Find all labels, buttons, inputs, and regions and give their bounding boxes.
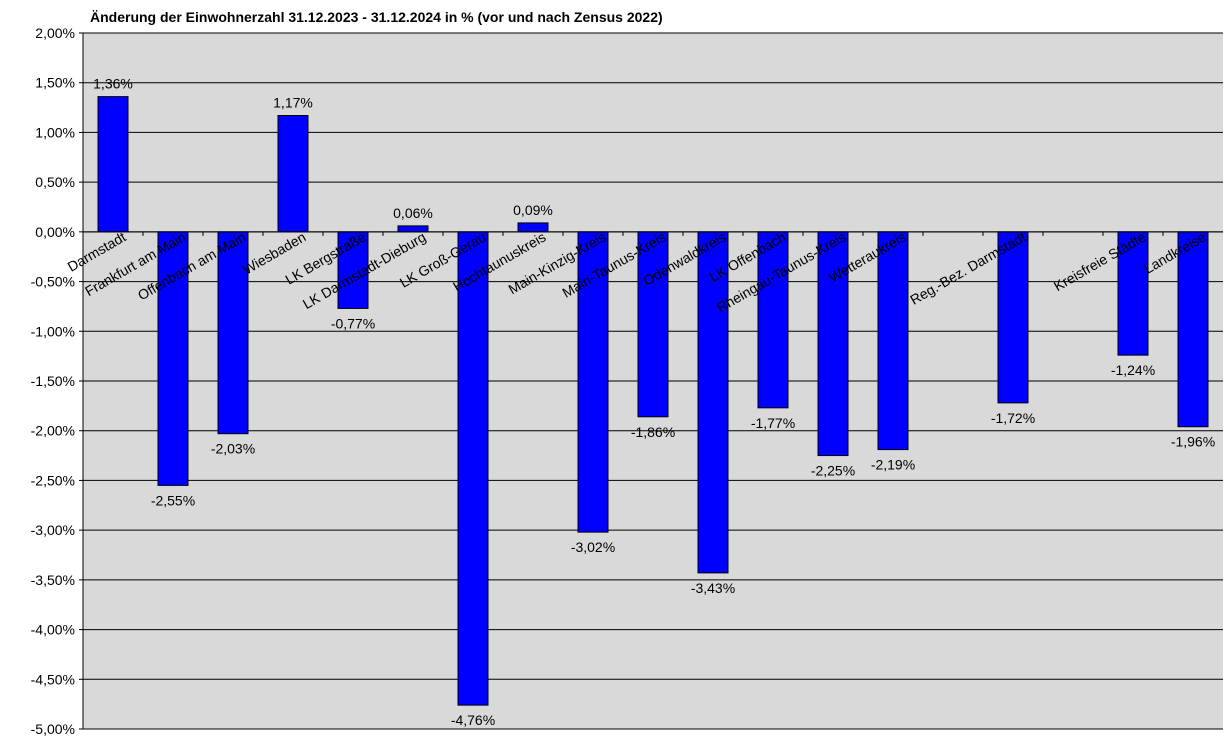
bar: [397, 225, 429, 233]
y-tick-label: -1,50%: [31, 373, 75, 389]
y-tick-label: -4,00%: [31, 622, 75, 638]
bar: [1177, 231, 1209, 428]
data-label: -1,86%: [631, 424, 675, 440]
bar: [457, 231, 489, 706]
data-label: -2,25%: [811, 463, 855, 479]
bar: [217, 231, 249, 435]
bar: [1117, 231, 1149, 356]
bar: [277, 115, 309, 233]
bar: [577, 231, 609, 533]
bar: [817, 231, 849, 457]
y-tick-label: 0,50%: [35, 174, 75, 190]
y-tick-label: -2,50%: [31, 472, 75, 488]
bar: [337, 231, 369, 309]
data-label: 1,36%: [93, 76, 133, 92]
y-tick-label: -3,50%: [31, 572, 75, 588]
data-label: -1,77%: [751, 415, 795, 431]
y-tick-label: 1,50%: [35, 75, 75, 91]
y-tick-label: -1,00%: [31, 323, 75, 339]
bar: [877, 231, 909, 451]
bar: [697, 231, 729, 574]
y-tick-label: -2,00%: [31, 423, 75, 439]
y-tick-label: -4,50%: [31, 671, 75, 687]
y-tick-label: 2,00%: [35, 25, 75, 41]
bar: [757, 231, 789, 409]
y-tick-label: 0,00%: [35, 224, 75, 240]
bar: [97, 96, 129, 233]
bar: [997, 231, 1029, 404]
data-label: -0,77%: [331, 315, 375, 331]
bar: [517, 222, 549, 233]
data-label: -3,43%: [691, 580, 735, 596]
data-label: -1,72%: [991, 410, 1035, 426]
data-label: -2,55%: [151, 492, 195, 508]
y-tick-label: -3,00%: [31, 522, 75, 538]
y-tick-label: -0,50%: [31, 274, 75, 290]
data-label: -2,19%: [871, 457, 915, 473]
data-label: 0,06%: [393, 205, 433, 221]
data-label: -1,24%: [1111, 362, 1155, 378]
data-label: -1,96%: [1171, 434, 1215, 450]
y-tick-label: 1,00%: [35, 124, 75, 140]
y-tick-label: -5,00%: [31, 721, 75, 737]
data-label: 0,09%: [513, 202, 553, 218]
data-label: -2,03%: [211, 441, 255, 457]
data-label: 1,17%: [273, 95, 313, 111]
data-label: -4,76%: [451, 712, 495, 728]
data-label: -3,02%: [571, 539, 615, 555]
bar: [637, 231, 669, 418]
chart-title: Änderung der Einwohnerzahl 31.12.2023 - …: [90, 9, 663, 25]
